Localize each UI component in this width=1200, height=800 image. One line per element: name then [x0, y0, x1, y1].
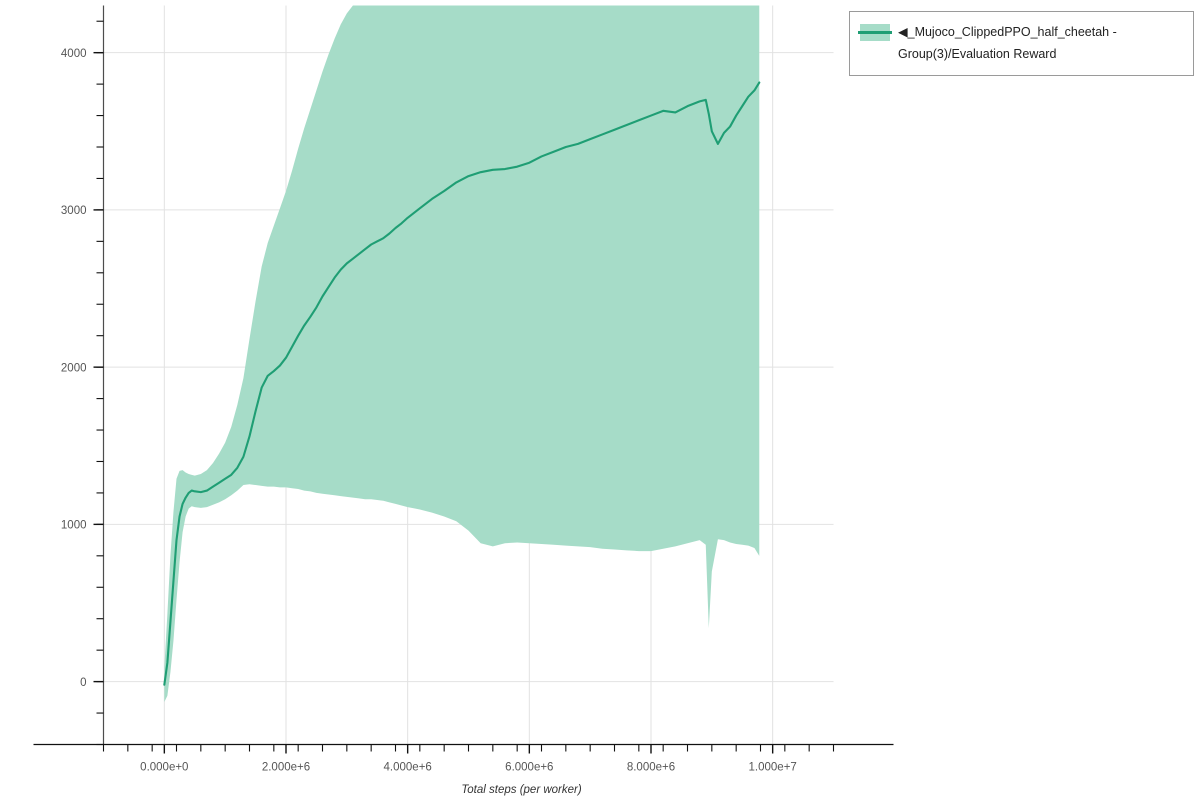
- x-tick-label: 8.000e+6: [627, 762, 675, 774]
- x-tick-label: 6.000e+6: [505, 762, 553, 774]
- y-tick-label: 0: [80, 677, 86, 689]
- mean-line: [163, 81, 761, 686]
- y-tick-label: 2000: [61, 362, 87, 374]
- legend-line-swatch: [858, 31, 892, 34]
- y-tick-label: 4000: [61, 48, 87, 60]
- y-tick-label: 1000: [61, 520, 87, 532]
- x-axis-ticks: 0.000e+0 2.000e+6 4.000e+6 6.000e+6 8.000e+6…: [102, 744, 835, 774]
- legend-entry-label[interactable]: ◀_Mujoco_ClippedPPO_half_cheetah - Group…: [898, 25, 1117, 61]
- confidence-band: [164, 5, 760, 703]
- x-axis-title-text: Total steps (per worker): [461, 784, 582, 796]
- x-tick-label: 2.000e+6: [262, 762, 310, 774]
- mean-line-path: [163, 81, 761, 686]
- x-tick-label: 0.000e+0: [140, 762, 188, 774]
- x-axis-title: Total steps (per worker): [461, 784, 582, 796]
- y-axis-ticks: 0 1000 2000 3000 4000: [61, 20, 104, 746]
- y-tick-label: 3000: [61, 205, 87, 217]
- x-tick-label: 1.000e+7: [749, 762, 797, 774]
- band-area: [164, 5, 760, 703]
- legend-swatch-icon: [858, 24, 892, 41]
- legend[interactable]: ◀_Mujoco_ClippedPPO_half_cheetah - Group…: [849, 11, 1194, 76]
- x-tick-label: 4.000e+6: [384, 762, 432, 774]
